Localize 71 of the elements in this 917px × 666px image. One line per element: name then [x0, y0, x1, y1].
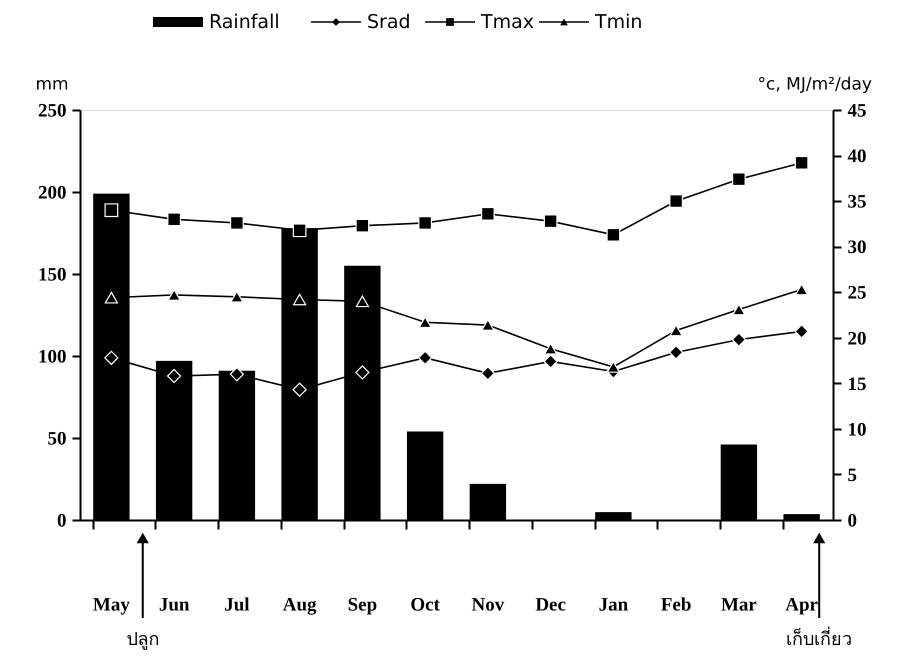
- point: [230, 367, 244, 382]
- legend-label: Rainfall: [209, 11, 280, 33]
- point: [544, 354, 558, 369]
- x-tick-label: Oct: [410, 594, 441, 616]
- text: ปลูก: [126, 629, 160, 650]
- point: [544, 342, 558, 355]
- point: [230, 290, 244, 303]
- y2-tick-label: 0: [848, 510, 857, 532]
- x-tick-label: Apr: [785, 594, 819, 616]
- point: [355, 218, 370, 233]
- point: [104, 203, 118, 218]
- point: [480, 206, 495, 221]
- y2-axis-title: °c, MJ/m²/day: [758, 74, 872, 94]
- x-tick-label: Aug: [282, 594, 318, 616]
- point: [606, 228, 620, 242]
- text: เก็บเกี่ยว: [786, 626, 852, 650]
- legend-label: Tmin: [594, 11, 642, 33]
- x-tick-label: Jan: [598, 594, 629, 616]
- point: [167, 212, 182, 226]
- y2-tick-label: 40: [848, 146, 866, 168]
- y2-tick-label: 10: [848, 419, 866, 440]
- legend-label: Tmax: [480, 11, 534, 33]
- point: [669, 345, 684, 360]
- legend-label: Srad: [367, 11, 411, 33]
- x-tick-label: Sep: [348, 594, 378, 616]
- point: [104, 292, 118, 304]
- y-tick-label: 150: [38, 264, 66, 286]
- y-tick-label: 250: [38, 100, 66, 122]
- point: [794, 324, 809, 339]
- y2-tick-label: 5: [848, 464, 857, 486]
- point: [669, 324, 683, 336]
- point: [167, 368, 182, 384]
- point: [292, 223, 307, 238]
- x-tick-label: Nov: [472, 594, 505, 616]
- point: [481, 319, 495, 331]
- y2-tick-label: 35: [848, 192, 866, 213]
- y-tick-label: 50: [48, 428, 66, 450]
- y2-tick-label: 45: [848, 100, 866, 122]
- point: [669, 194, 684, 208]
- point: [418, 350, 432, 365]
- point: [230, 216, 244, 230]
- point: [356, 296, 370, 308]
- point: [167, 289, 181, 301]
- point: [732, 172, 746, 186]
- point: [606, 361, 620, 373]
- point: [292, 294, 306, 306]
- y2-tick-label: 25: [848, 282, 866, 304]
- y-tick-label: 100: [38, 346, 66, 368]
- x-tick-label: May: [92, 594, 130, 616]
- y-tick-label: 200: [38, 182, 66, 204]
- point: [418, 216, 432, 230]
- x-tick-label: Jul: [224, 594, 250, 616]
- point: [480, 366, 495, 380]
- point: [544, 214, 558, 228]
- y2-tick-label: 15: [848, 374, 866, 395]
- x-tick-label: Feb: [660, 594, 692, 616]
- point: [355, 365, 370, 380]
- y-axis-title: mm: [36, 74, 69, 94]
- y2-tick-label: 30: [848, 237, 866, 258]
- x-tick-label: Mar: [720, 594, 758, 616]
- point: [418, 316, 432, 328]
- point: [794, 284, 808, 296]
- x-tick-label: Jun: [158, 594, 190, 616]
- point: [794, 156, 809, 170]
- x-tick-label: Dec: [535, 594, 566, 616]
- y2-tick-label: 20: [848, 328, 866, 350]
- point: [732, 304, 746, 316]
- point: [292, 382, 307, 397]
- y-tick-label: 0: [57, 510, 66, 532]
- point: [104, 350, 118, 365]
- point: [732, 332, 746, 347]
